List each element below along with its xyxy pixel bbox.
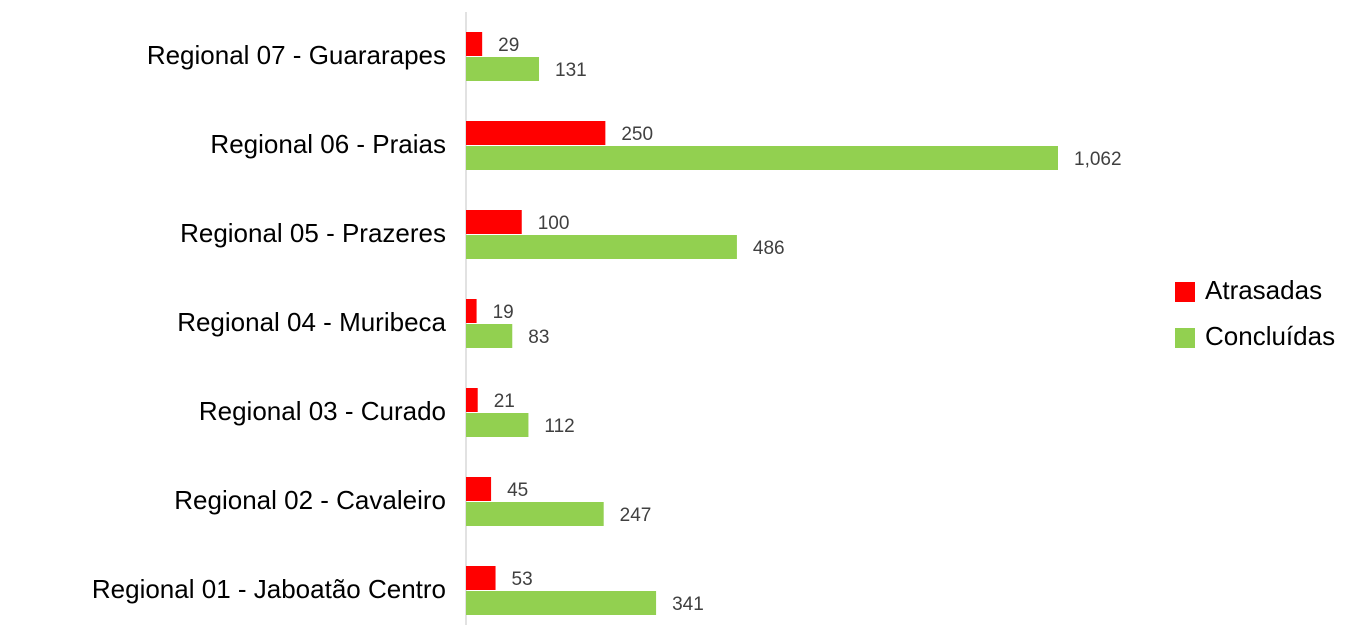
data-label: 45 [507,480,528,501]
data-label: 53 [512,569,533,590]
bar [466,299,477,323]
data-label: 112 [544,416,574,437]
category-label: Regional 01 - Jaboatão Centro [92,574,446,604]
data-label: 131 [555,60,587,81]
bar [466,210,522,234]
category-label: Regional 03 - Curado [199,396,446,426]
bar [466,388,478,412]
data-label: 486 [753,238,785,259]
bar [466,57,540,81]
category-label: Regional 04 - Muribeca [177,307,446,337]
data-label: 19 [493,302,514,323]
bar [466,477,492,501]
data-label: 83 [528,327,549,348]
data-label: 29 [498,35,519,56]
bar [466,413,529,437]
bar [466,324,513,348]
data-label: 21 [494,391,515,412]
category-label: Regional 02 - Cavaleiro [174,485,446,515]
category-label: Regional 05 - Prazeres [180,218,446,248]
bar [466,591,657,615]
bar [466,146,1058,170]
data-label: 1,062 [1074,149,1122,170]
legend-label: Concluídas [1205,321,1335,351]
data-label: 250 [621,124,653,145]
data-label: 100 [538,213,570,234]
legend-swatch [1175,282,1195,302]
bar [466,566,496,590]
bar [466,121,606,145]
category-label: Regional 06 - Praias [210,129,446,159]
bar [466,235,737,259]
data-label: 247 [620,505,652,526]
data-label: 341 [672,594,704,615]
bar [466,502,604,526]
bar [466,32,483,56]
legend-label: Atrasadas [1205,275,1322,305]
legend-swatch [1175,328,1195,348]
category-label: Regional 07 - Guararapes [147,40,446,70]
